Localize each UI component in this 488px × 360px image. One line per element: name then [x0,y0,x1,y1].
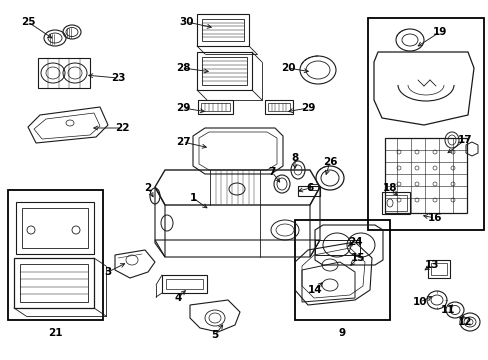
Text: 9: 9 [338,328,345,338]
Text: 18: 18 [382,183,396,193]
Bar [197,52,251,90]
Text: 11: 11 [440,305,454,315]
Text: 28: 28 [175,63,190,73]
Bar [381,192,409,214]
Bar [197,14,248,46]
Text: 2: 2 [144,183,151,193]
Text: 8: 8 [291,153,298,163]
Text: 13: 13 [424,260,438,270]
Text: 6: 6 [306,183,313,193]
Text: 22: 22 [115,123,129,133]
Text: 14: 14 [307,285,322,295]
Bar [264,100,292,114]
Bar [367,18,483,230]
Bar [162,275,206,293]
Bar [267,103,289,111]
Text: 10: 10 [412,297,427,307]
Text: 21: 21 [48,328,62,338]
Bar [198,100,232,114]
Text: 23: 23 [110,73,125,83]
Text: 15: 15 [350,253,365,263]
Text: 29: 29 [300,103,315,113]
Bar [427,260,449,278]
Text: 29: 29 [176,103,190,113]
Text: 17: 17 [457,135,471,145]
Text: 5: 5 [211,330,218,340]
Bar [16,202,94,254]
Text: 7: 7 [268,167,275,177]
Text: 27: 27 [175,137,190,147]
Bar [22,208,88,248]
Bar [14,258,94,308]
Text: 1: 1 [189,193,196,203]
Bar [297,186,319,196]
Text: 26: 26 [322,157,337,167]
Bar [20,264,88,302]
Bar [314,240,359,255]
Text: 25: 25 [20,17,35,27]
Text: 4: 4 [174,293,182,303]
Bar [309,184,317,190]
Text: 24: 24 [347,237,362,247]
Bar [430,263,446,275]
Bar [201,103,229,111]
Text: 3: 3 [104,267,111,277]
Text: 12: 12 [457,317,471,327]
Text: 30: 30 [180,17,194,27]
Text: 20: 20 [280,63,295,73]
Bar [202,57,246,85]
Bar [294,220,389,320]
Bar [384,138,466,213]
Text: 19: 19 [432,27,446,37]
Bar [165,279,203,289]
Bar [384,195,406,211]
Bar [202,19,244,41]
Text: 16: 16 [427,213,441,223]
Bar [8,190,103,320]
